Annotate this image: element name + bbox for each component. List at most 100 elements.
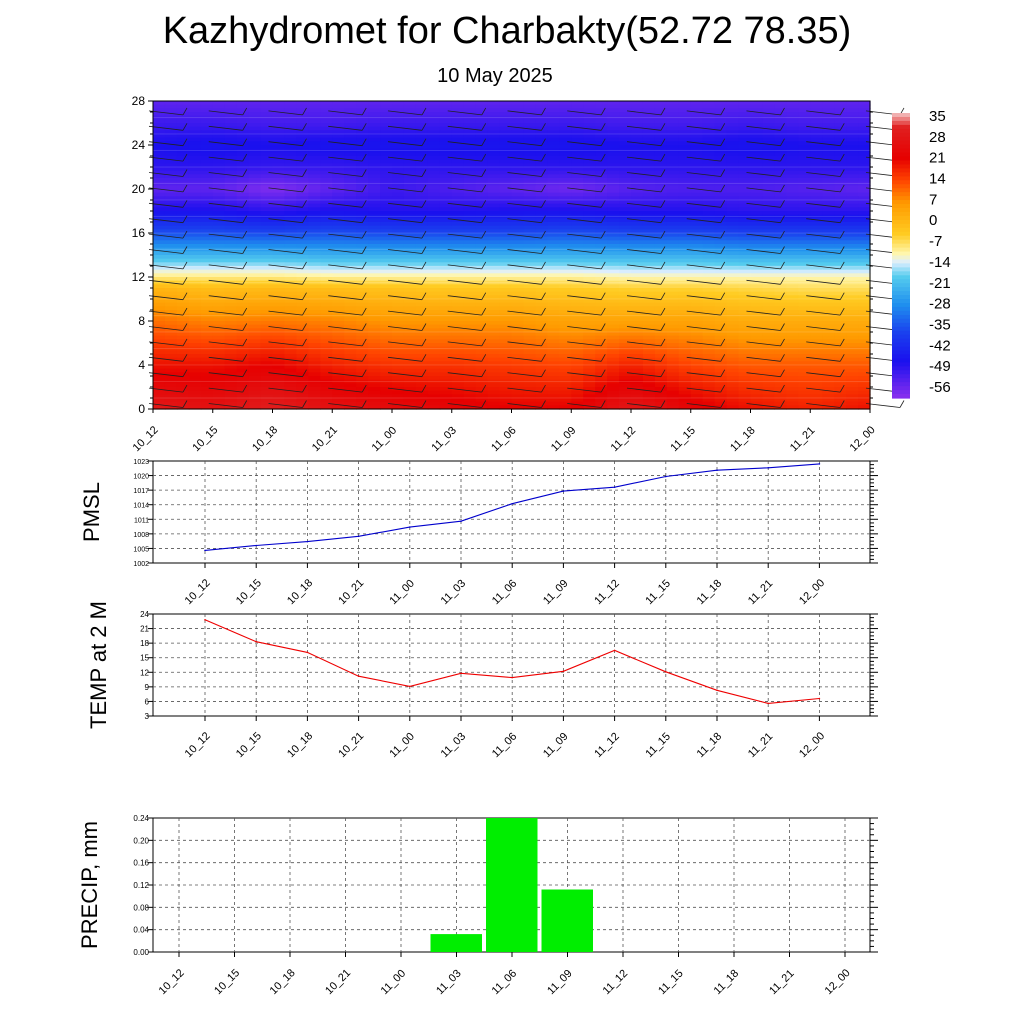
heatmap-cell <box>332 192 345 197</box>
heatmap-cell <box>487 148 501 153</box>
heatmap-cell <box>224 346 238 351</box>
heatmap-cell <box>284 247 297 252</box>
heatmap-cell <box>224 189 238 194</box>
heatmap-cell <box>296 376 309 381</box>
heatmap-cell <box>822 372 835 377</box>
heatmap-cell <box>834 101 847 106</box>
heatmap-cell <box>798 387 811 392</box>
heatmap-cell <box>571 332 584 337</box>
heatmap-cell <box>403 302 417 307</box>
heatmap-cell <box>212 104 226 109</box>
heatmap-cell <box>332 108 345 113</box>
heatmap-cell <box>571 379 584 384</box>
heatmap-cell <box>858 240 871 245</box>
heatmap-cell <box>392 229 405 234</box>
heatmap-cell <box>858 236 871 241</box>
heatmap-cell <box>798 255 811 260</box>
heatmap-cell <box>260 288 274 293</box>
heatmap-cell <box>726 357 740 362</box>
heatmap-cell <box>487 170 501 175</box>
heatmap-cell <box>320 152 333 157</box>
heatmap-cell <box>738 222 752 227</box>
heatmap-cell <box>726 266 740 271</box>
heatmap-cell <box>451 258 465 263</box>
heatmap-cell <box>559 324 572 329</box>
heatmap-cell <box>607 346 620 351</box>
heatmap-cell <box>631 189 644 194</box>
heatmap-cell <box>332 159 345 164</box>
heatmap-cell <box>188 203 202 208</box>
heatmap-cell <box>224 328 238 333</box>
heatmap-cell <box>822 134 835 139</box>
heatmap-cell <box>344 207 357 212</box>
heatmap-cell <box>607 390 620 395</box>
heatmap-cell <box>822 401 835 406</box>
heatmap-cell <box>176 156 190 161</box>
heatmap-cell <box>547 225 560 230</box>
heatmap-cell <box>642 178 656 183</box>
heatmap-cell <box>153 108 166 113</box>
heatmap-cell <box>164 192 178 197</box>
heatmap-cell <box>690 163 704 168</box>
heatmap-cell <box>810 401 823 406</box>
heatmap-cell <box>511 262 525 267</box>
heatmap-cell <box>702 170 716 175</box>
heatmap-cell <box>272 141 286 146</box>
heatmap-cell <box>499 291 513 296</box>
heatmap-cell <box>403 104 417 109</box>
heatmap-cell <box>320 357 333 362</box>
heatmap-cell <box>200 354 214 359</box>
heatmap-cell <box>678 295 692 300</box>
heatmap-cell <box>726 156 740 161</box>
heatmap-cell <box>415 288 429 293</box>
heatmap-cell <box>308 387 321 392</box>
heatmap-cell <box>392 148 405 153</box>
heatmap-cell <box>308 200 321 205</box>
heatmap-cell <box>834 196 847 201</box>
heatmap-cell <box>822 255 835 260</box>
heatmap-cell <box>631 240 644 245</box>
heatmap-cell <box>702 306 716 311</box>
heatmap-cell <box>403 324 417 329</box>
heatmap-cell <box>308 379 321 384</box>
heatmap-cell <box>786 178 799 183</box>
heatmap-cell <box>320 174 333 179</box>
heatmap-cell <box>810 115 823 120</box>
heatmap-cell <box>439 394 453 399</box>
heatmap-cell <box>631 178 644 183</box>
heatmap-cell <box>260 112 274 117</box>
heatmap-cell <box>427 185 441 190</box>
heatmap-cell <box>642 339 656 344</box>
heatmap-cell <box>463 148 477 153</box>
heatmap-cell <box>607 383 620 388</box>
heatmap-cell <box>392 313 405 318</box>
heatmap-cell <box>487 346 501 351</box>
heatmap-cell <box>846 302 859 307</box>
heatmap-cell <box>392 324 405 329</box>
heatmap-cell <box>631 211 644 216</box>
heatmap-cell <box>535 185 548 190</box>
heatmap-cell <box>248 178 262 183</box>
heatmap-cell <box>380 354 393 359</box>
heatmap-cell <box>511 244 525 249</box>
heatmap-cell <box>523 130 536 135</box>
heatmap-cell <box>308 222 321 227</box>
heatmap-cell <box>320 134 333 139</box>
heatmap-cell <box>248 332 262 337</box>
heatmap-cell <box>427 346 441 351</box>
heatmap-cell <box>702 200 716 205</box>
heatmap-cell <box>607 200 620 205</box>
heatmap-cell <box>320 398 333 403</box>
heatmap-cell <box>535 222 548 227</box>
heatmap-cell <box>356 156 369 161</box>
heatmap-cell <box>403 101 417 106</box>
heatmap-cell <box>475 126 489 131</box>
heatmap-cell <box>762 178 775 183</box>
heatmap-cell <box>607 280 620 285</box>
heatmap-cell <box>571 244 584 249</box>
heatmap-cell <box>176 130 190 135</box>
heatmap-cell <box>320 159 333 164</box>
heatmap-cell <box>272 189 286 194</box>
heatmap-cell <box>607 192 620 197</box>
heatmap-cell <box>834 306 847 311</box>
